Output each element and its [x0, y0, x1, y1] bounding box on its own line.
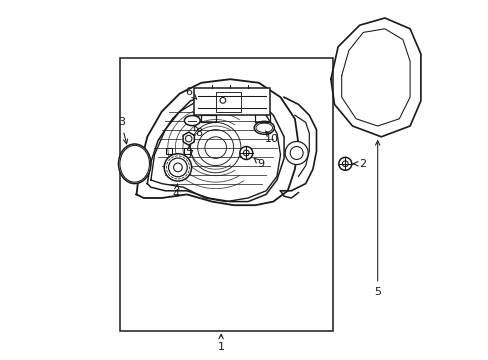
Bar: [120, 58, 332, 331]
Polygon shape: [183, 132, 194, 145]
Text: 2: 2: [352, 159, 366, 169]
Circle shape: [289, 147, 303, 159]
Text: 8: 8: [194, 125, 202, 138]
Circle shape: [342, 161, 347, 167]
Text: 3: 3: [118, 117, 127, 144]
Text: 4: 4: [172, 184, 179, 199]
Ellipse shape: [118, 144, 151, 184]
Text: 7: 7: [185, 146, 193, 160]
Text: 6: 6: [185, 87, 197, 99]
Bar: [194, 88, 269, 115]
Text: 10: 10: [264, 131, 278, 144]
Circle shape: [164, 154, 191, 181]
Text: 1: 1: [217, 334, 224, 352]
Ellipse shape: [184, 116, 200, 126]
Text: 5: 5: [373, 141, 381, 297]
Circle shape: [338, 157, 351, 170]
Circle shape: [243, 150, 249, 156]
Circle shape: [239, 147, 252, 159]
Circle shape: [285, 141, 307, 165]
Text: 9: 9: [254, 158, 264, 169]
Ellipse shape: [254, 121, 274, 134]
Circle shape: [220, 98, 225, 103]
Circle shape: [185, 135, 192, 142]
Circle shape: [173, 163, 182, 172]
Bar: [215, 92, 241, 112]
Circle shape: [168, 158, 187, 177]
